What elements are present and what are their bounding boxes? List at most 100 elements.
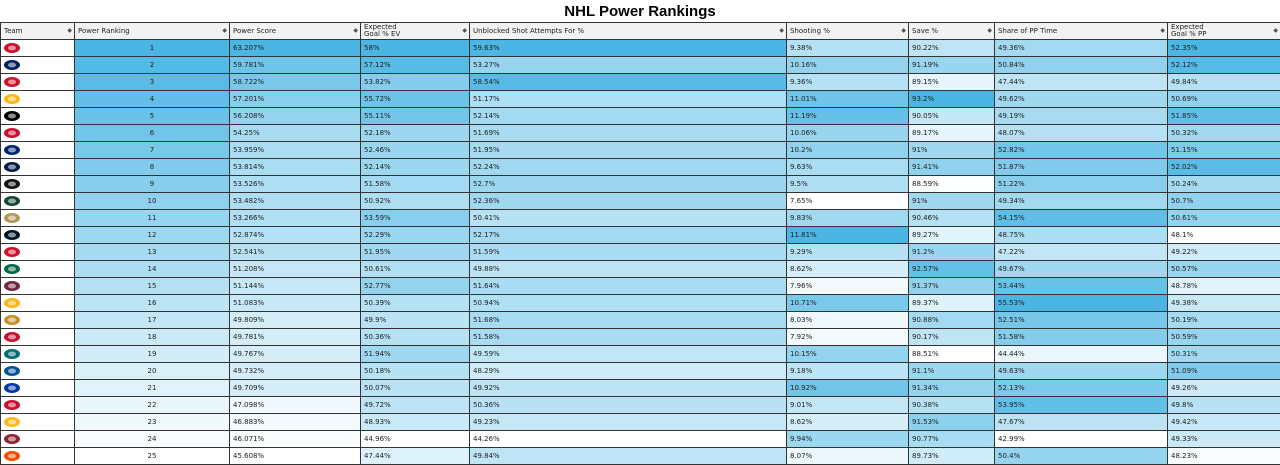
save-cell: 90.88% [909,312,995,329]
column-header-label: Expected Goal % PP [1171,23,1207,38]
save-cell: 88.59% [909,176,995,193]
power-score-cell: 54.25% [230,125,361,142]
save-cell: 91.2% [909,244,995,261]
column-header-expected-goal-pp[interactable]: Expected Goal % PP ◆ [1168,23,1280,40]
shooting-cell: 9.18% [787,363,909,380]
power-ranking-cell: 2 [75,57,230,74]
column-header-power-score[interactable]: Power Score ◆ [230,23,361,40]
power-score-cell: 51.083% [230,295,361,312]
sort-arrow-icon[interactable]: ◆ [901,27,906,34]
sort-arrow-icon[interactable]: ◆ [222,27,227,34]
xg-ev-cell: 52.18% [361,125,470,142]
team-cell [1,91,75,108]
panthers-logo-icon [3,127,21,139]
shooting-cell: 10.71% [787,295,909,312]
save-cell: 88.51% [909,346,995,363]
oilers-logo-icon [3,110,21,122]
shooting-cell: 9.36% [787,74,909,91]
devils-logo-icon [3,246,21,258]
column-header-power-ranking[interactable]: Power Ranking◆ [75,23,230,40]
sort-arrow-icon[interactable]: ◆ [353,27,358,34]
shooting-cell: 11.01% [787,91,909,108]
column-header-unblocked-shot-attempts[interactable]: Unblocked Shot Attempts For %◆ [470,23,787,40]
column-header-pp-time-share[interactable]: Share of PP Time◆ [995,23,1168,40]
maple-leafs-logo-icon [3,59,21,71]
power-rankings-table: Team◆Power Ranking◆Power Score◆Expected … [0,22,1280,465]
power-ranking-cell: 23 [75,414,230,431]
column-header-shooting-pct[interactable]: Shooting %◆ [787,23,909,40]
shooting-cell: 9.83% [787,210,909,227]
column-header-team[interactable]: Team ◆ [1,23,75,40]
page-title: NHL Power Rankings [0,0,1280,22]
usa-cell: 51.59% [470,244,787,261]
team-cell [1,244,75,261]
power-score-cell: 56.208% [230,108,361,125]
sort-arrow-icon[interactable]: ◆ [67,27,72,34]
column-header-label: Save % [912,27,938,35]
pp-time-cell: 50.84% [995,57,1168,74]
sort-arrow-icon[interactable]: ◆ [987,27,992,34]
column-header-label: Power Score [233,27,276,35]
sort-arrow-icon[interactable]: ◆ [1160,27,1165,34]
xg-ev-cell: 48.93% [361,414,470,431]
team-cell [1,329,75,346]
save-cell: 93.2% [909,91,995,108]
power-ranking-cell: 12 [75,227,230,244]
shooting-cell: 8.62% [787,261,909,278]
column-header-label: Team [4,27,23,35]
pp-time-cell: 51.58% [995,329,1168,346]
xg-ev-cell: 50.39% [361,295,470,312]
team-cell [1,176,75,193]
sharks-logo-icon [3,348,21,360]
xg-ev-cell: 50.36% [361,329,470,346]
power-ranking-cell: 7 [75,142,230,159]
save-cell: 89.17% [909,125,995,142]
xg-pp-cell: 50.69% [1168,91,1280,108]
usa-cell: 49.23% [470,414,787,431]
shooting-cell: 7.96% [787,278,909,295]
column-header-expected-goal-ev[interactable]: Expected Goal % EV◆ [361,23,470,40]
xg-pp-cell: 49.42% [1168,414,1280,431]
xg-pp-cell: 52.02% [1168,159,1280,176]
predators-logo-icon [3,416,21,428]
power-score-cell: 49.781% [230,329,361,346]
save-cell: 91.19% [909,57,995,74]
power-ranking-cell: 24 [75,431,230,448]
power-score-cell: 51.144% [230,278,361,295]
usa-cell: 49.84% [470,448,787,465]
team-cell [1,295,75,312]
power-ranking-cell: 16 [75,295,230,312]
team-cell [1,40,75,57]
usa-cell: 51.68% [470,312,787,329]
xg-pp-cell: 51.15% [1168,142,1280,159]
sabres-logo-icon [3,314,21,326]
power-ranking-cell: 3 [75,74,230,91]
sort-arrow-icon[interactable]: ◆ [779,27,784,34]
power-ranking-cell: 11 [75,210,230,227]
capitals-logo-icon [3,399,21,411]
pp-time-cell: 51.87% [995,159,1168,176]
shooting-cell: 9.63% [787,159,909,176]
usa-cell: 58.54% [470,74,787,91]
column-header-save-pct[interactable]: Save % ◆ [909,23,995,40]
shooting-cell: 8.62% [787,414,909,431]
shooting-cell: 9.29% [787,244,909,261]
team-cell [1,261,75,278]
usa-cell: 50.41% [470,210,787,227]
save-cell: 90.38% [909,397,995,414]
flames-logo-icon [3,76,21,88]
usa-cell: 52.17% [470,227,787,244]
power-score-cell: 47.098% [230,397,361,414]
sort-arrow-icon[interactable]: ◆ [462,27,467,34]
sort-arrow-icon[interactable]: ◆ [1273,27,1278,34]
save-cell: 91% [909,193,995,210]
xg-pp-cell: 49.8% [1168,397,1280,414]
xg-pp-cell: 50.59% [1168,329,1280,346]
